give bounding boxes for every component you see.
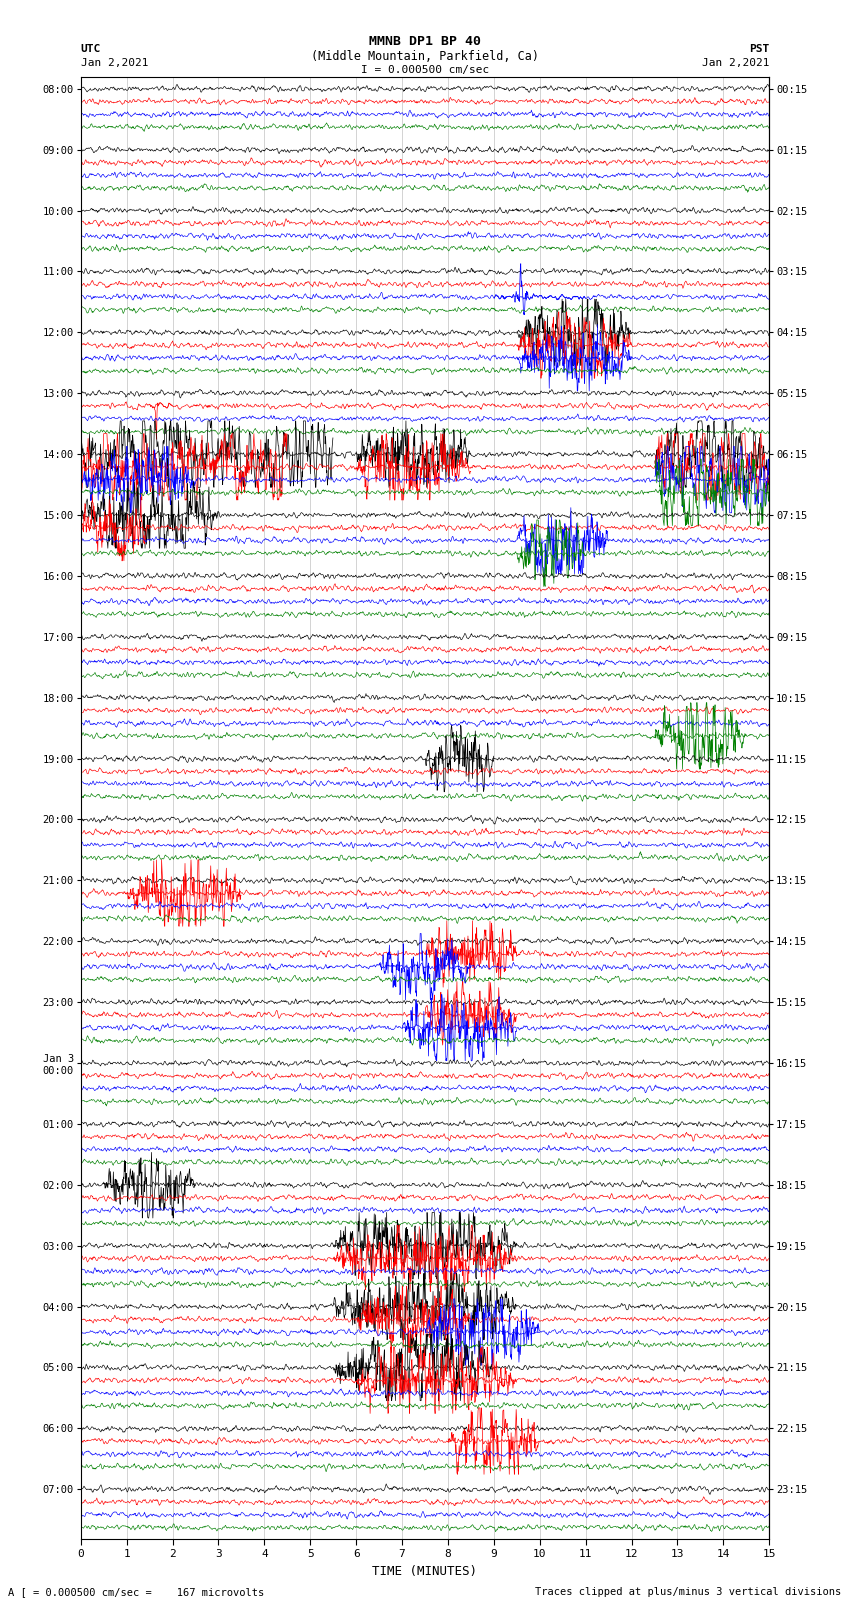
Text: Jan 2,2021: Jan 2,2021 [81, 58, 148, 68]
Text: PST: PST [749, 44, 769, 53]
Text: UTC: UTC [81, 44, 101, 53]
X-axis label: TIME (MINUTES): TIME (MINUTES) [372, 1565, 478, 1578]
Text: Traces clipped at plus/minus 3 vertical divisions: Traces clipped at plus/minus 3 vertical … [536, 1587, 842, 1597]
Text: MMNB DP1 BP 40: MMNB DP1 BP 40 [369, 35, 481, 48]
Text: A [ = 0.000500 cm/sec =    167 microvolts: A [ = 0.000500 cm/sec = 167 microvolts [8, 1587, 264, 1597]
Text: I = 0.000500 cm/sec: I = 0.000500 cm/sec [361, 65, 489, 74]
Text: Jan 2,2021: Jan 2,2021 [702, 58, 769, 68]
Text: (Middle Mountain, Parkfield, Ca): (Middle Mountain, Parkfield, Ca) [311, 50, 539, 63]
